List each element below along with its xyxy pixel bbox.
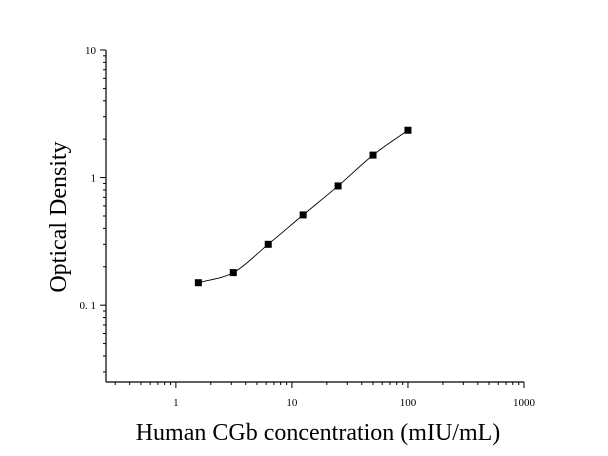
y-tick-label: 1 (91, 173, 97, 185)
data-point (404, 126, 412, 134)
x-tick-label: 10 (286, 397, 298, 409)
x-tick-label: 100 (400, 397, 417, 409)
x-tick-label: 1 (173, 397, 179, 409)
y-axis-title: Optical Density (46, 141, 72, 292)
data-point (194, 279, 202, 287)
ticks-layer: 1 10 100 1000 0. 1 1 10 (80, 45, 536, 409)
x-tick-label: 1000 (513, 397, 536, 409)
y-tick-label: 10 (85, 45, 97, 57)
y-tick-label: 0. 1 (80, 300, 97, 312)
data-point (264, 240, 272, 248)
data-point (299, 211, 307, 219)
x-axis-title: Human CGb concentration (mIU/mL) (136, 420, 501, 446)
data-point (369, 151, 377, 159)
points-layer (194, 126, 412, 287)
data-point (229, 269, 237, 277)
data-point (334, 182, 342, 190)
